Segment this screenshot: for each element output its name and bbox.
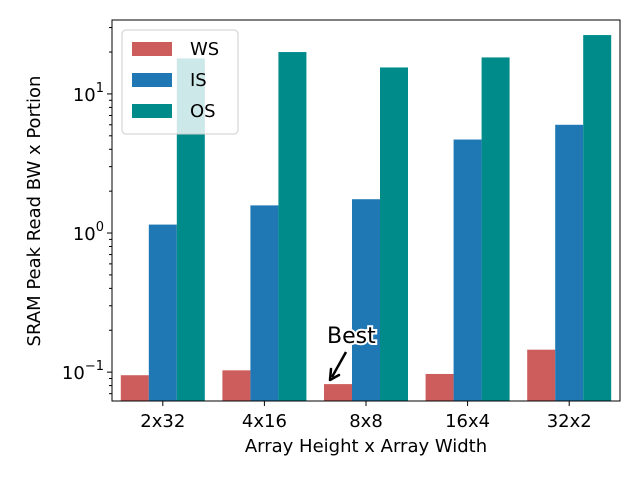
bar-os-8x8 — [380, 67, 408, 402]
bar-is-8x8 — [352, 199, 380, 401]
annotation-arrow-shaft — [330, 351, 348, 378]
x-tick-label: 4x16 — [242, 411, 287, 432]
legend-label-is: IS — [190, 70, 207, 91]
y-tick-label: 100 — [73, 220, 104, 245]
annotation-best: Best — [325, 322, 378, 382]
plot-frame — [111, 19, 621, 402]
legend: WS IS OS — [121, 29, 239, 135]
bar-ws-16x4 — [425, 373, 454, 401]
x-tick-label: 32x2 — [547, 411, 592, 432]
annotation-arrow-head — [328, 367, 341, 382]
legend-label-os: OS — [190, 101, 216, 122]
x-axis-ticks: 2x32 4x16 8x8 16x4 32x2 — [140, 401, 592, 432]
bar-os-32x2 — [583, 35, 612, 402]
x-tick-label: 16x4 — [445, 411, 490, 432]
bar-ws-2x32 — [120, 375, 149, 401]
y-tick-label: 101 — [73, 81, 104, 106]
y-axis-label: SRAM Peak Read BW x Portion — [24, 76, 45, 347]
y-tick-label: 10−1 — [62, 359, 104, 384]
bar-is-32x2 — [555, 124, 584, 401]
x-tick-label: 8x8 — [349, 411, 383, 432]
bars-layer — [120, 35, 612, 402]
bar-os-4x16 — [278, 52, 307, 402]
annotation-text: Best — [327, 324, 376, 349]
x-tick-label: 2x32 — [140, 411, 185, 432]
bar-is-16x4 — [453, 139, 482, 401]
bar-ws-8x8 — [324, 384, 352, 401]
legend-label-ws: WS — [190, 39, 219, 60]
bar-is-4x16 — [250, 205, 279, 401]
bar-is-2x32 — [148, 224, 177, 401]
bar-ws-4x16 — [222, 370, 251, 401]
legend-swatch-os — [132, 104, 172, 118]
y-axis-ticks: 10−1 100 101 — [62, 27, 112, 395]
bar-ws-32x2 — [527, 349, 556, 401]
legend-swatch-is — [132, 73, 172, 87]
bar-os-16x4 — [481, 57, 510, 401]
x-axis-label: Array Height x Array Width — [245, 436, 487, 457]
legend-swatch-ws — [132, 42, 172, 56]
